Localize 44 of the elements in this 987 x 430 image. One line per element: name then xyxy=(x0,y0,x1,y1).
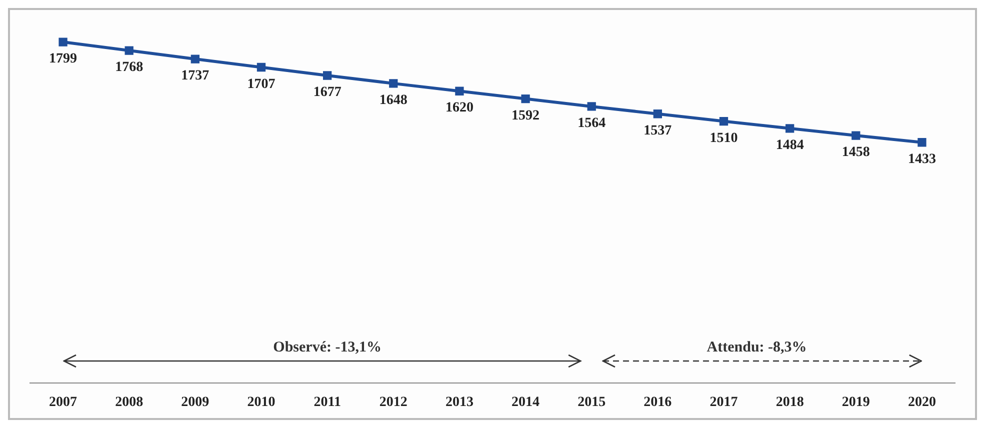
point xyxy=(719,116,728,126)
data-label: 1648 xyxy=(379,93,408,108)
data-label: 1799 xyxy=(49,52,78,67)
text: Attendu: -8,3% xyxy=(706,340,807,356)
data-label: 1537 xyxy=(644,123,672,138)
point xyxy=(389,79,398,88)
data-label: 1707 xyxy=(247,76,276,92)
x-tick-label: 2011 xyxy=(314,395,341,410)
point xyxy=(190,54,200,64)
x-tick-label: 2007 xyxy=(49,395,78,410)
point xyxy=(852,131,860,140)
x-tick-label: 2010 xyxy=(247,395,276,410)
x-tick-label: 2017 xyxy=(710,395,738,410)
data-label: 1484 xyxy=(776,138,804,154)
point xyxy=(918,138,926,147)
point xyxy=(455,86,464,96)
data-label: 1564 xyxy=(578,116,606,132)
point xyxy=(785,124,794,133)
data-label: 1433 xyxy=(908,152,936,167)
data-label: 1458 xyxy=(842,145,870,160)
data-label: 1510 xyxy=(710,130,738,146)
point xyxy=(124,46,134,55)
x-tick-label: 2020 xyxy=(908,395,936,410)
x-tick-label: 2014 xyxy=(512,395,540,410)
point xyxy=(521,94,530,104)
x-tick-label: 2019 xyxy=(842,395,870,410)
data-label: 1768 xyxy=(115,60,144,76)
point xyxy=(256,62,266,72)
point xyxy=(58,38,68,46)
x-tick-label: 2012 xyxy=(379,395,408,410)
data-label: 1592 xyxy=(512,108,540,124)
x-tick-label: 2008 xyxy=(115,395,144,410)
data-label: 1677 xyxy=(313,85,342,100)
data-label: 1620 xyxy=(445,100,474,116)
x-tick-label: 2009 xyxy=(181,395,210,410)
point xyxy=(322,71,332,80)
text: Observé: -13,1% xyxy=(273,340,382,356)
x-tick-label: 2013 xyxy=(445,395,474,410)
point xyxy=(653,110,662,118)
x-tick-label: 2016 xyxy=(644,395,672,410)
data-label: 1737 xyxy=(181,68,210,84)
point xyxy=(587,102,596,111)
x-tick-label: 2015 xyxy=(578,395,606,410)
x-tick-label: 2018 xyxy=(776,395,804,410)
